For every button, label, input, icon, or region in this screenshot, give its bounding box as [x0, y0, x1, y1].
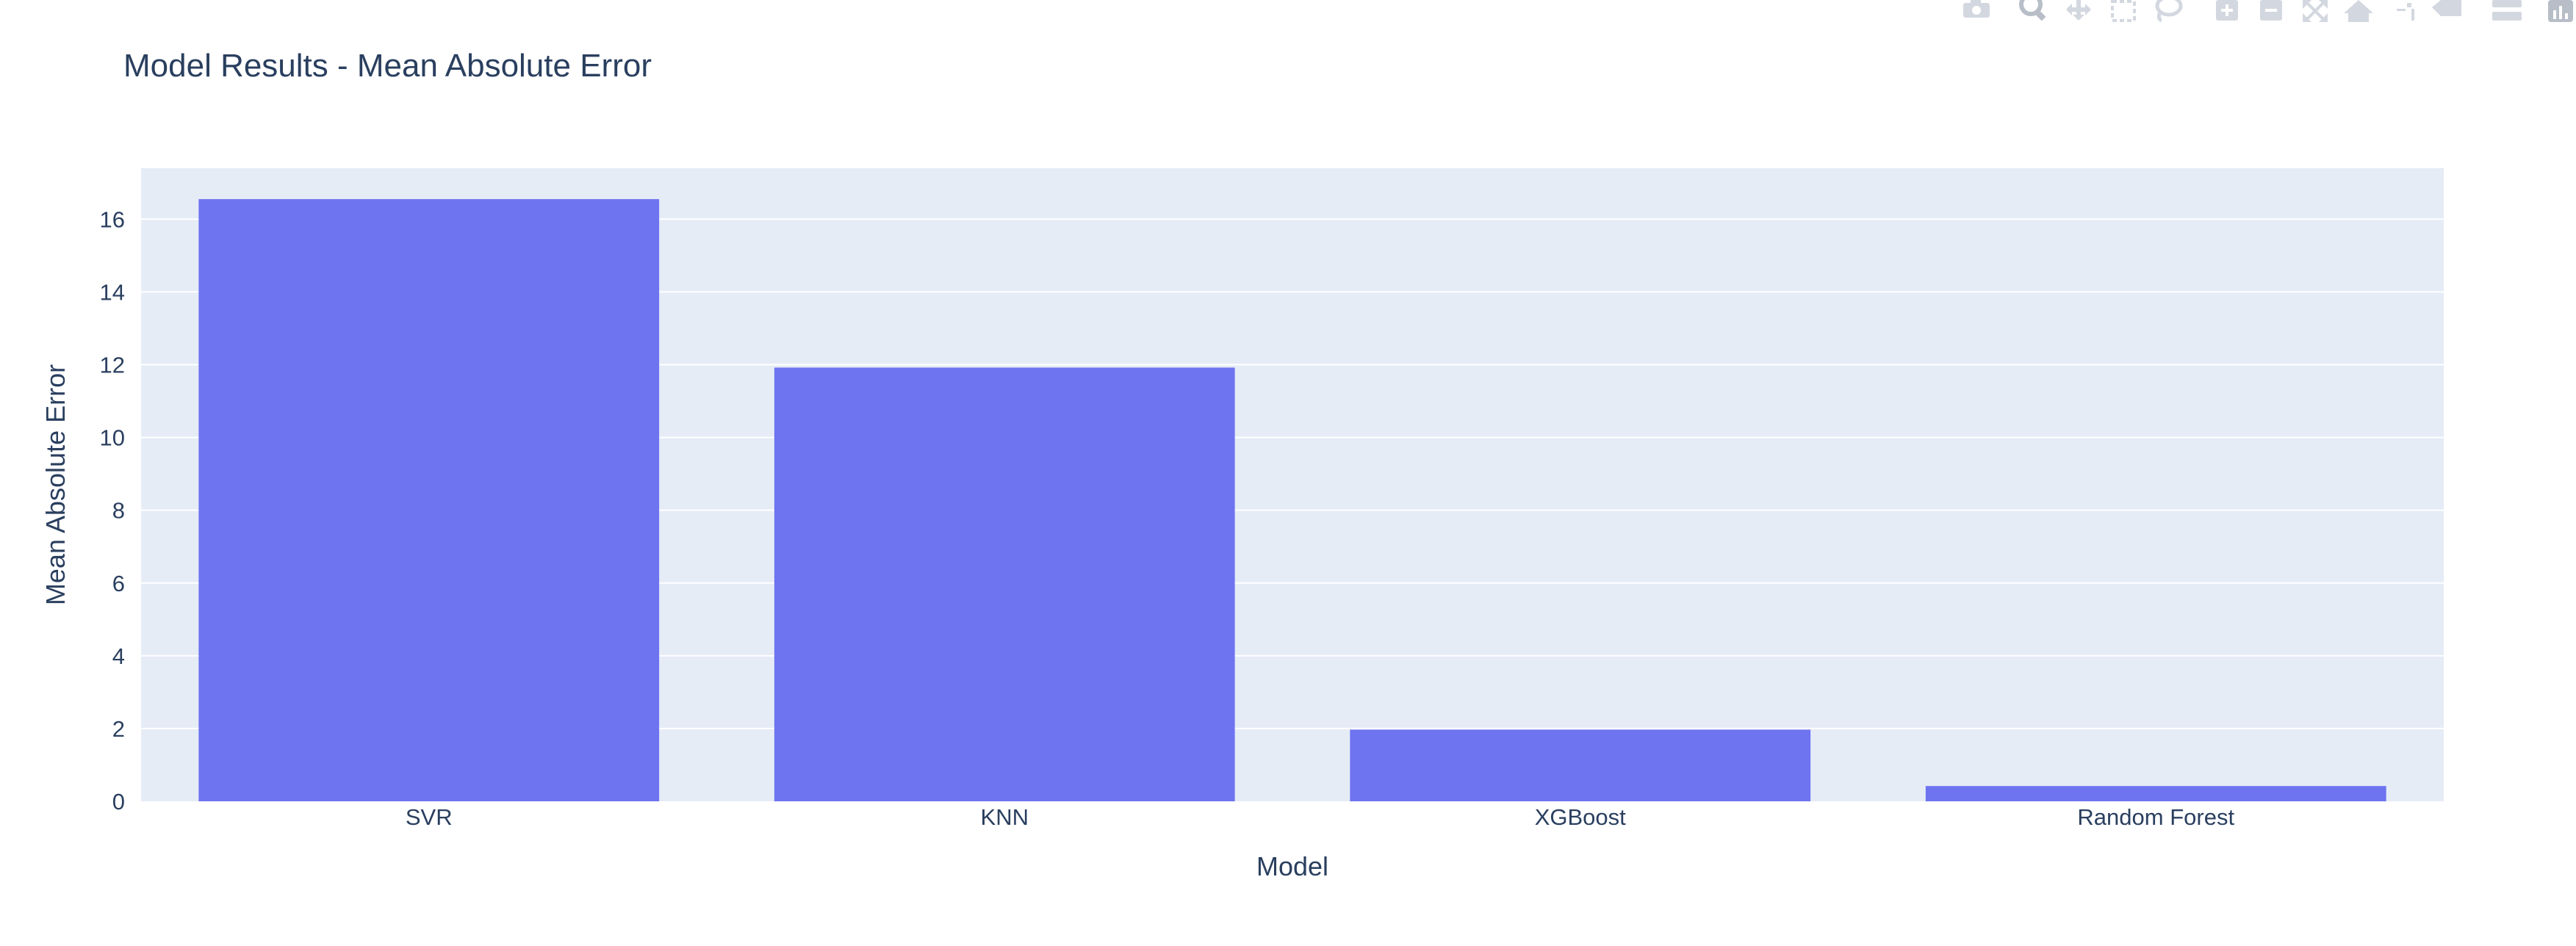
zoom-icon[interactable]: [2019, 0, 2046, 21]
bar-xgboost[interactable]: [1350, 729, 1811, 801]
hover-closest-icon[interactable]: [2432, 0, 2461, 16]
bar-random-forest[interactable]: [1925, 786, 2386, 801]
x-tick-labels: SVR KNN XGBoost Random Forest: [406, 804, 2235, 830]
y-tick-label: 14: [100, 279, 125, 305]
bar-svr[interactable]: [198, 199, 660, 801]
x-tick-label: SVR: [406, 804, 453, 830]
zoom-in-icon[interactable]: [2216, 0, 2238, 21]
camera-icon[interactable]: [1963, 0, 1990, 18]
hover-compare-icon[interactable]: [2492, 0, 2522, 21]
modebar[interactable]: [1963, 0, 2573, 23]
bars[interactable]: [198, 199, 2386, 801]
bar-knn[interactable]: [774, 367, 1235, 801]
y-tick-label: 0: [112, 789, 125, 815]
y-tick-label: 8: [112, 498, 125, 524]
reset-axes-icon[interactable]: [2344, 0, 2373, 22]
x-tick-label: Random Forest: [2077, 804, 2234, 830]
y-tick-label: 16: [100, 206, 125, 232]
y-tick-label: 10: [100, 425, 125, 451]
y-axis-title: Mean Absolute Error: [40, 364, 71, 605]
y-tick-label: 4: [112, 643, 125, 669]
lasso-select-icon[interactable]: [2155, 0, 2183, 23]
plotly-logo-icon[interactable]: [2548, 0, 2573, 22]
spike-lines-icon[interactable]: [2397, 3, 2414, 21]
y-tick-label: 12: [100, 353, 125, 378]
pan-icon[interactable]: [2066, 0, 2091, 21]
autoscale-icon[interactable]: [2303, 0, 2328, 22]
chart-title: Model Results - Mean Absolute Error: [123, 48, 652, 84]
box-select-icon[interactable]: [2111, 0, 2136, 22]
y-tick-label: 6: [112, 571, 125, 596]
y-tick-label: 2: [112, 716, 125, 742]
zoom-out-icon[interactable]: [2260, 0, 2282, 21]
y-tick-labels: 0 2 4 6 8 10 12 14 16: [100, 206, 125, 815]
x-tick-label: XGBoost: [1535, 804, 1626, 830]
x-tick-label: KNN: [981, 804, 1029, 830]
x-axis-title: Model: [1256, 851, 1328, 881]
